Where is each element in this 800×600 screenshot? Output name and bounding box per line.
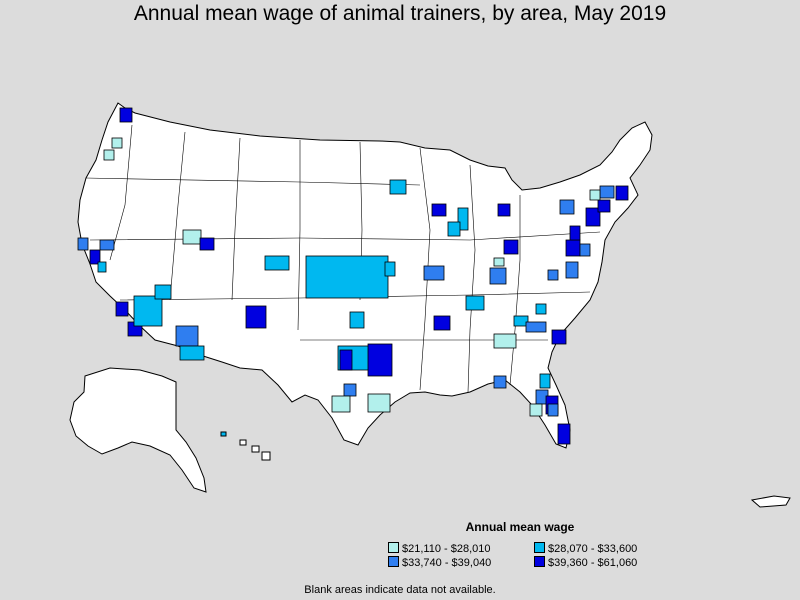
hawaii-land xyxy=(220,431,271,461)
legend-item-3: $33,740 - $39,040 xyxy=(388,556,491,569)
puerto-rico-land xyxy=(750,495,791,508)
blank-areas-note: Blank areas indicate data not available. xyxy=(304,584,496,596)
map-legend: Annual mean wage $21,110 - $28,010 $28,0… xyxy=(380,520,670,570)
map-title: Annual mean wage of animal trainers, by … xyxy=(133,2,667,25)
legend-label: $21,110 - $28,010 xyxy=(402,543,491,555)
legend-swatch xyxy=(388,542,399,553)
legend-item-2: $28,070 - $33,600 xyxy=(534,542,637,555)
legend-swatch xyxy=(534,542,545,553)
legend-title: Annual mean wage xyxy=(465,520,575,534)
wage-areas xyxy=(77,107,629,445)
legend-label: $33,740 - $39,040 xyxy=(402,557,492,569)
legend-label: $39,360 - $61,060 xyxy=(548,557,638,569)
legend-label: $28,070 - $33,600 xyxy=(548,543,638,555)
legend-item-1: $21,110 - $28,010 xyxy=(388,542,490,555)
legend-swatch xyxy=(534,556,545,567)
legend-swatch xyxy=(388,556,399,567)
legend-item-4: $39,360 - $61,060 xyxy=(534,556,637,569)
alaska-land xyxy=(69,367,207,493)
